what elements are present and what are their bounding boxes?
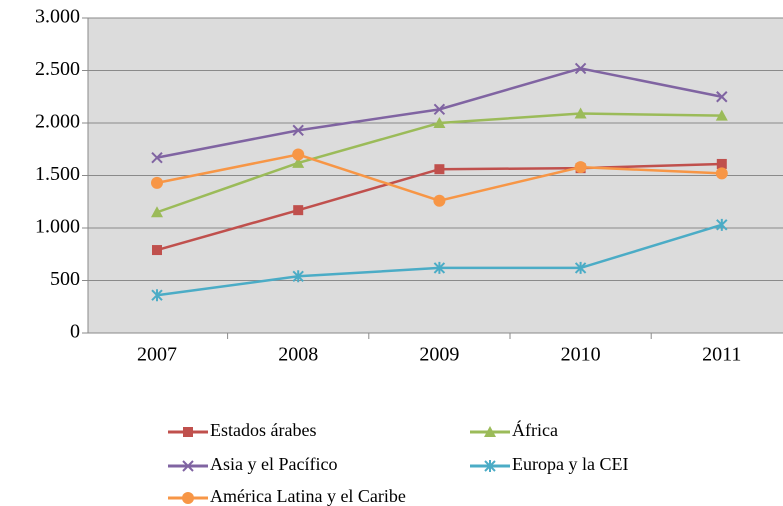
marker bbox=[574, 62, 587, 75]
marker bbox=[433, 103, 446, 116]
y-tick-label: 2.500 bbox=[35, 58, 80, 80]
marker bbox=[716, 91, 728, 103]
marker bbox=[183, 427, 193, 437]
marker bbox=[574, 161, 587, 174]
y-tick-label: 500 bbox=[50, 268, 80, 290]
marker bbox=[182, 492, 194, 504]
marker bbox=[434, 164, 445, 175]
marker bbox=[292, 270, 304, 283]
marker bbox=[152, 245, 162, 256]
y-tick-label: 2.000 bbox=[35, 111, 80, 133]
y-tick-label: 1.500 bbox=[35, 163, 80, 185]
marker bbox=[433, 194, 446, 207]
marker bbox=[716, 158, 727, 169]
x-tick-label: 2010 bbox=[561, 344, 601, 366]
marker bbox=[182, 460, 194, 472]
legend-label: Asia y el Pacífico bbox=[210, 454, 337, 474]
marker bbox=[292, 148, 305, 161]
marker bbox=[292, 124, 304, 137]
marker bbox=[574, 261, 587, 274]
x-tick-label: 2009 bbox=[419, 344, 459, 366]
marker bbox=[574, 107, 587, 119]
marker bbox=[151, 176, 163, 189]
legend-entry: Estados árabes bbox=[168, 420, 316, 440]
legend-label: América Latina y el Caribe bbox=[210, 486, 406, 506]
legend-entry: África bbox=[470, 419, 558, 440]
marker bbox=[293, 205, 304, 216]
marker bbox=[151, 289, 163, 302]
marker bbox=[151, 151, 163, 164]
y-tick-label: 0 bbox=[70, 321, 80, 343]
legend-label: África bbox=[512, 419, 558, 440]
marker bbox=[715, 109, 728, 121]
x-tick-label: 2008 bbox=[278, 344, 318, 366]
marker bbox=[716, 218, 728, 231]
legend-entry: Europa y la CEI bbox=[470, 454, 628, 474]
marker bbox=[151, 206, 163, 218]
marker bbox=[433, 117, 446, 128]
marker bbox=[484, 426, 496, 437]
y-tick-label: 3.000 bbox=[35, 6, 80, 28]
legend-label: Europa y la CEI bbox=[512, 454, 628, 474]
x-tick-label: 2007 bbox=[137, 344, 177, 366]
marker bbox=[292, 156, 305, 168]
y-tick-label: 1.000 bbox=[35, 216, 80, 238]
marker bbox=[715, 167, 728, 180]
legend-label: Estados árabes bbox=[210, 420, 316, 440]
marker bbox=[484, 460, 496, 472]
marker bbox=[433, 261, 446, 274]
legend-entry: América Latina y el Caribe bbox=[168, 486, 406, 506]
x-tick-label: 2011 bbox=[702, 344, 741, 366]
legend-entry: Asia y el Pacífico bbox=[168, 454, 337, 474]
